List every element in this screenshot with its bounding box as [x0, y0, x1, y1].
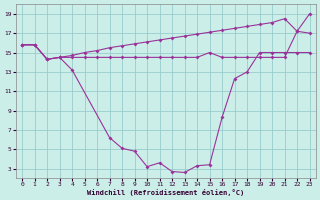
- X-axis label: Windchill (Refroidissement éolien,°C): Windchill (Refroidissement éolien,°C): [87, 189, 244, 196]
